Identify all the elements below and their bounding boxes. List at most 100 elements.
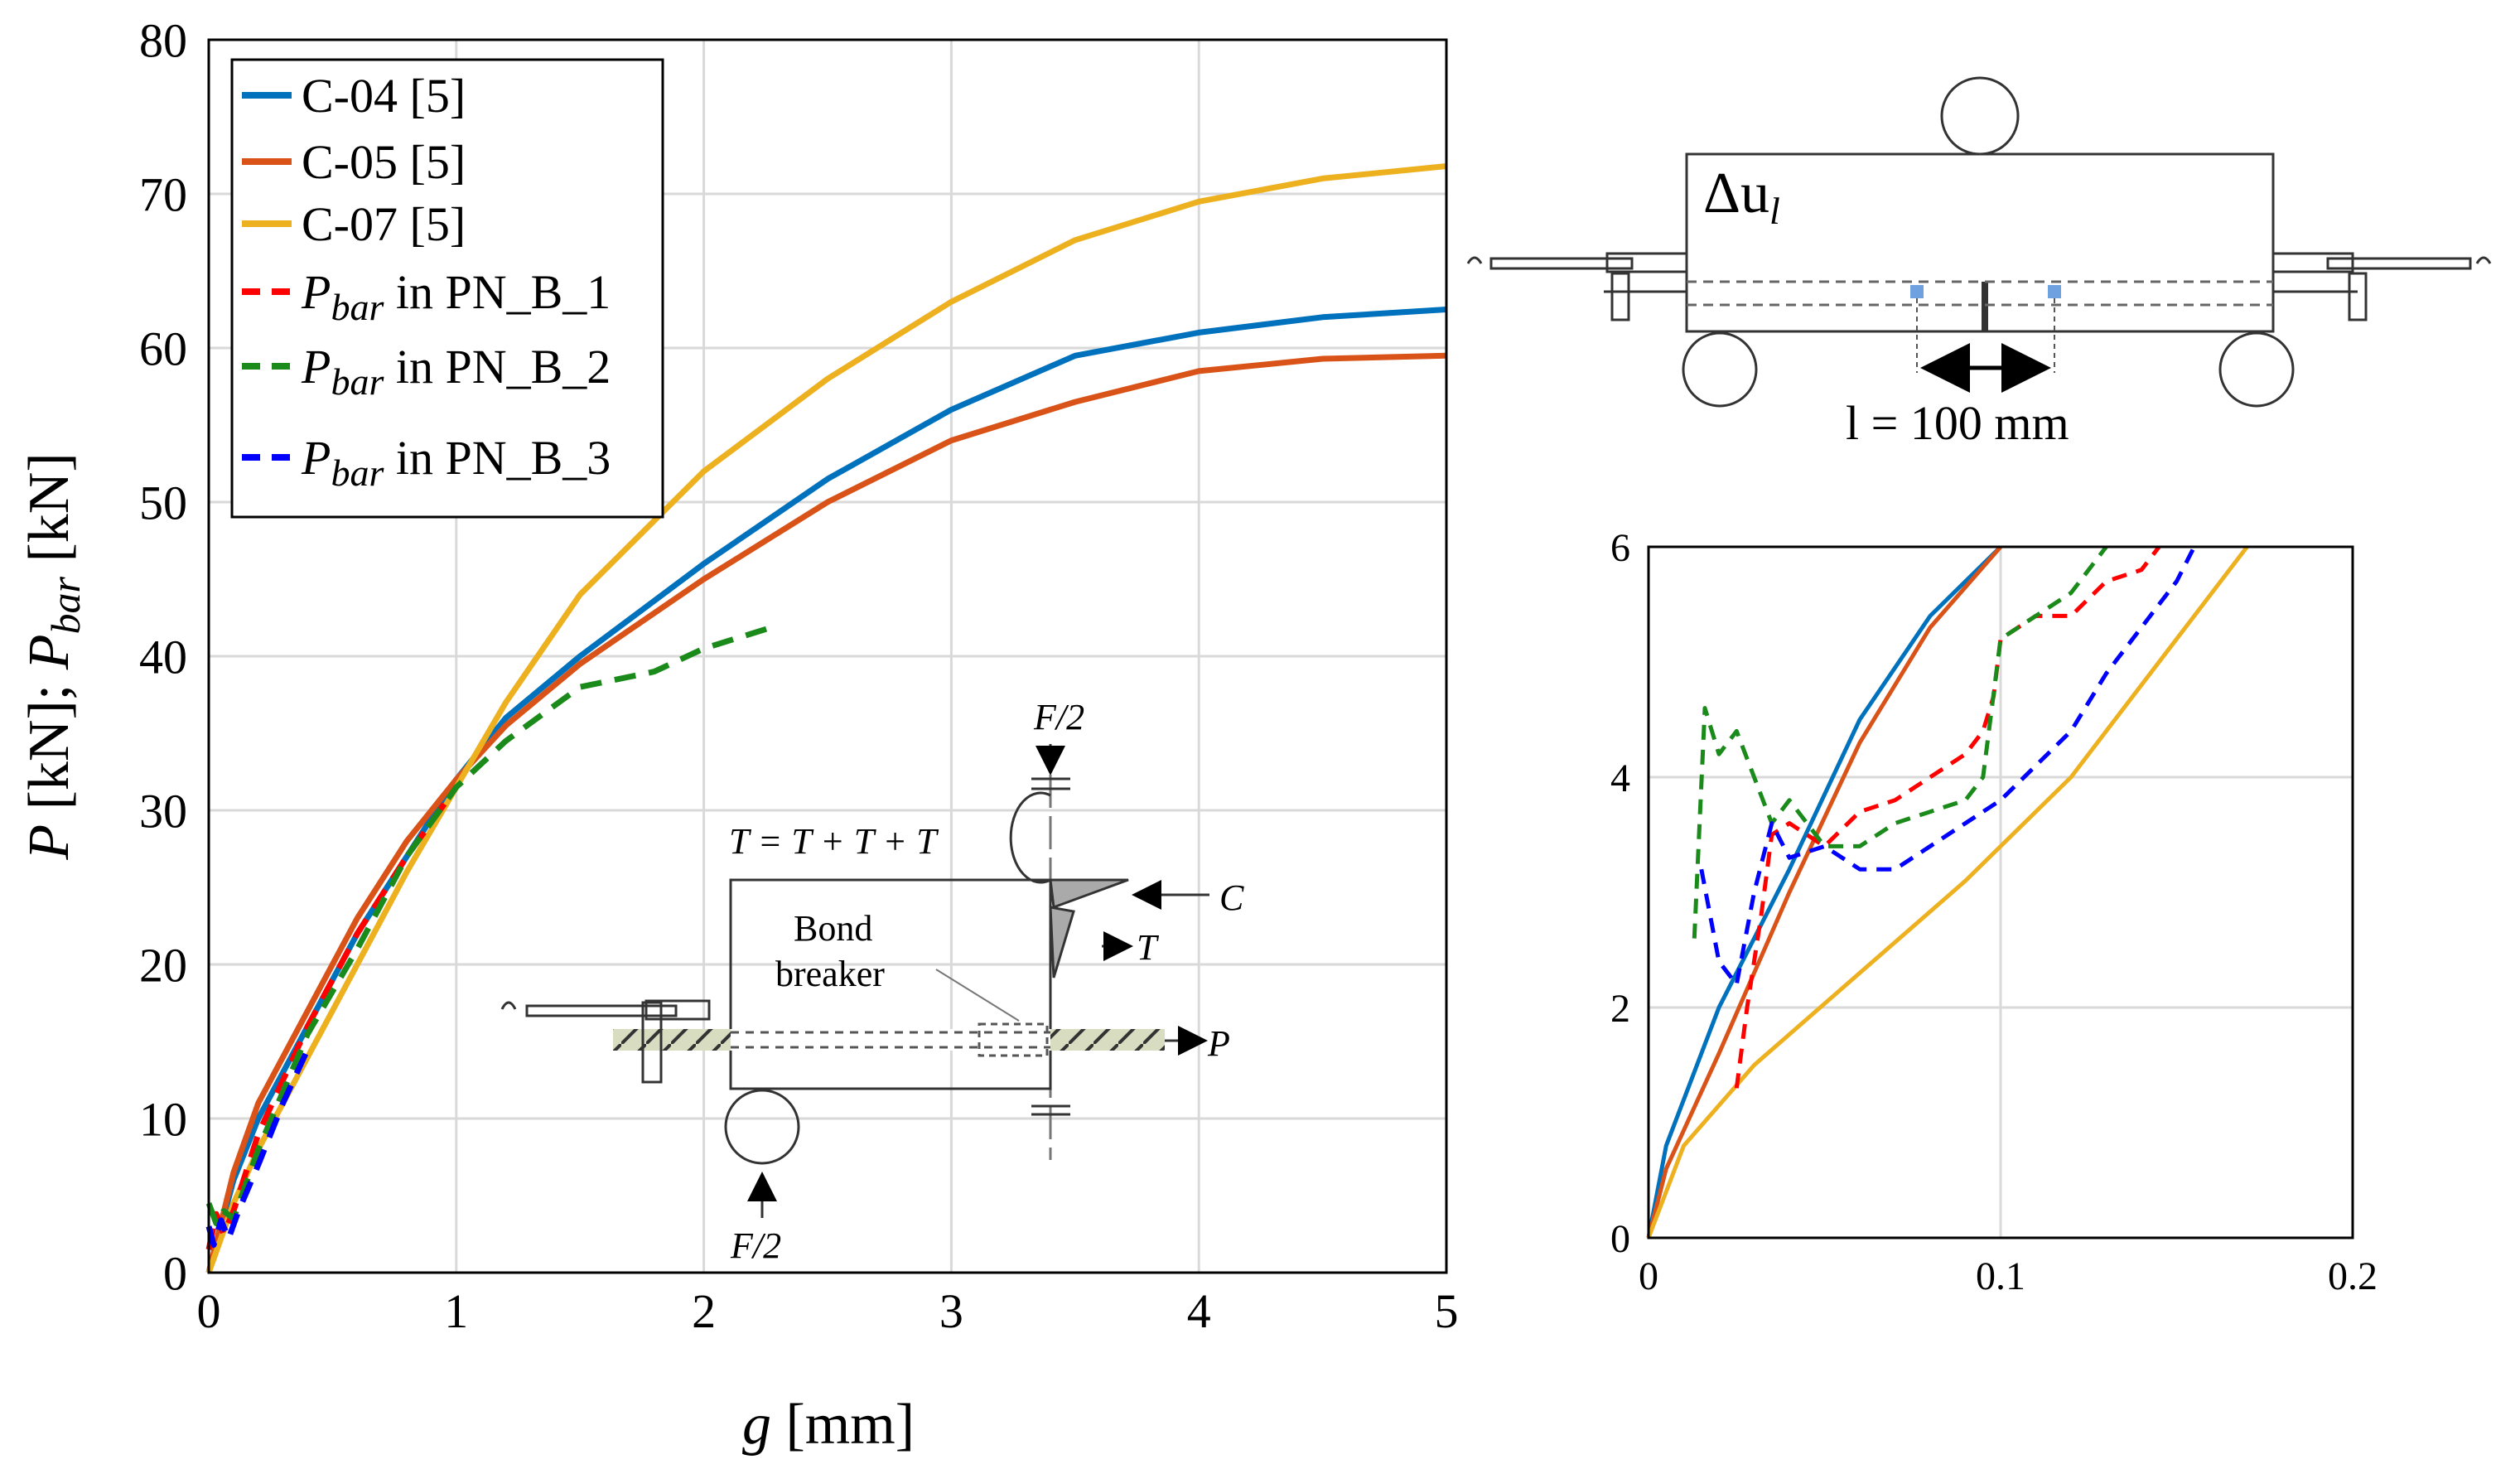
legend-box	[230, 58, 664, 519]
main-ytick-1: 10	[139, 1092, 187, 1146]
main-x-axis-label: g [mm]	[742, 1393, 915, 1457]
support-roller-left	[1682, 331, 1758, 408]
bond-label-line1: Bond	[794, 908, 872, 949]
main-series-2	[205, 352, 1447, 1273]
y-label-p: P	[17, 824, 81, 861]
main-ytick-0: 0	[163, 1246, 187, 1300]
legend-rest-pnb3: in PN_B_3	[384, 431, 611, 485]
main-series-1	[205, 307, 1447, 1273]
inset-xtick-2: 0.2	[2328, 1254, 2378, 1298]
tension-block	[1049, 906, 1075, 979]
legend-entry-pnb1: Pbar in PN_B_1	[242, 265, 611, 328]
inset-tick-labels: 0 0.1 0.2 0 2 4 6	[1610, 526, 2378, 1298]
legend-label-c07: C-07 [5]	[302, 197, 466, 251]
main-ytick-5: 50	[139, 476, 187, 529]
legend-sub-pnb3: bar	[331, 452, 384, 494]
inset-series-2	[1646, 545, 2002, 1239]
legend-p-pnb1: P	[301, 265, 331, 319]
delta-sub: l	[1769, 190, 1780, 232]
legend-label-pnb1: Pbar in PN_B_1	[301, 265, 611, 328]
main-xtick-3: 3	[939, 1284, 963, 1338]
legend-p-pnb2: P	[301, 340, 331, 394]
main-series-5	[205, 622, 780, 1226]
x-label-var: g	[742, 1393, 771, 1457]
delta-main: Δu	[1703, 162, 1769, 225]
legend-sub-pnb2: bar	[331, 360, 384, 403]
ti-equation: T = T + T + T	[729, 821, 939, 862]
main-xtick-0: 0	[197, 1284, 221, 1338]
bond-label-line2: breaker	[775, 954, 885, 994]
lvdt-right-rod	[2326, 257, 2472, 270]
inset-xtick-0: 0	[1639, 1254, 1658, 1298]
ti-label: T	[1137, 927, 1160, 968]
legend-label-pnb2: Pbar in PN_B_2	[301, 340, 611, 403]
lvdt-right-hook	[2475, 256, 2492, 264]
support-roller-top	[1009, 791, 1051, 884]
inset-ytick-3: 6	[1610, 526, 1630, 570]
bond-breaker-zone	[978, 1022, 1049, 1057]
legend-rest-pnb1: in PN_B_1	[384, 265, 611, 319]
main-ytick-3: 30	[139, 784, 187, 838]
gauge-right	[2048, 285, 2061, 298]
inset-ytick-1: 2	[1610, 987, 1630, 1031]
lvdt-right-body	[2271, 252, 2354, 273]
main-ytick-4: 40	[139, 630, 187, 684]
y-label-kn1: [kN];	[17, 669, 81, 824]
legend-label-pnb3: Pbar in PN_B_3	[301, 431, 611, 494]
load-roller-top	[1940, 76, 2020, 156]
lvdt-left-rod	[1489, 257, 1634, 270]
main-xtick-5: 5	[1435, 1284, 1459, 1338]
c-label: C	[1219, 877, 1244, 918]
support-roller-bottom	[724, 1089, 800, 1165]
inset-series-3	[1646, 545, 2249, 1239]
y-label-p2: P	[17, 635, 81, 671]
lvdt-body	[644, 999, 711, 1021]
main-series-6	[205, 1047, 311, 1248]
beam-body	[1685, 152, 2275, 333]
inset-series-5	[1692, 545, 2108, 939]
main-xtick-4: 4	[1187, 1284, 1211, 1338]
lvdt-clamp	[641, 1001, 663, 1084]
main-ytick-6: 60	[139, 321, 187, 375]
lvdt-hook	[500, 1001, 517, 1010]
top-schematic: Δul l = 100 mm	[1466, 76, 2492, 450]
rebar-inside-beam	[731, 1029, 1050, 1051]
inset-grid	[1649, 547, 2353, 1238]
legend-entry-pnb3: Pbar in PN_B_3	[242, 431, 611, 494]
x-label-unit: [mm]	[771, 1393, 915, 1457]
main-ytick-8: 80	[139, 13, 187, 67]
beam-half	[729, 878, 1052, 1090]
delta-label: Δul	[1703, 162, 1780, 232]
legend-entry-c07: C-07 [5]	[242, 197, 466, 251]
pbar-label: P	[1207, 1023, 1230, 1064]
inset-ytick-2: 4	[1610, 756, 1630, 800]
main-series-group	[205, 163, 1447, 1274]
y-label-kn2: [kN]	[17, 452, 81, 577]
inset-xtick-1: 0.1	[1976, 1254, 2025, 1298]
legend-sub-pnb1: bar	[331, 286, 384, 328]
main-plot-frame	[207, 38, 1448, 1274]
legend-label-c04: C-04 [5]	[302, 69, 466, 123]
f-top-label: F/2	[1033, 697, 1084, 737]
inset-chart: 0 0.1 0.2 0 2 4 6	[1610, 526, 2378, 1298]
lvdt-left-body	[1605, 252, 1688, 273]
main-xtick-1: 1	[444, 1284, 468, 1338]
inset-ytick-0: 0	[1610, 1217, 1630, 1261]
lvdt-left-clamp	[1610, 272, 1630, 321]
gauge-left	[1910, 285, 1924, 298]
legend-entry-c04: C-04 [5]	[242, 69, 466, 123]
lvdt-right-clamp	[2348, 272, 2368, 321]
legend-p-pnb3: P	[301, 431, 331, 485]
lvdt-left-hook	[1466, 256, 1483, 264]
length-label: l = 100 mm	[1846, 396, 2069, 450]
legend-rest-pnb2: in PN_B_2	[384, 340, 611, 394]
inset-plot-frame	[1647, 545, 2354, 1239]
lvdt-rod	[525, 1004, 678, 1017]
legend-entry-c05: C-05 [5]	[242, 135, 466, 189]
inset-series-group	[1646, 545, 2249, 1239]
y-label-sub: bar	[42, 577, 89, 635]
inset-schematic: F/2 T = T + T + T Bond breaker	[500, 697, 1244, 1266]
support-roller-right	[2218, 331, 2295, 408]
